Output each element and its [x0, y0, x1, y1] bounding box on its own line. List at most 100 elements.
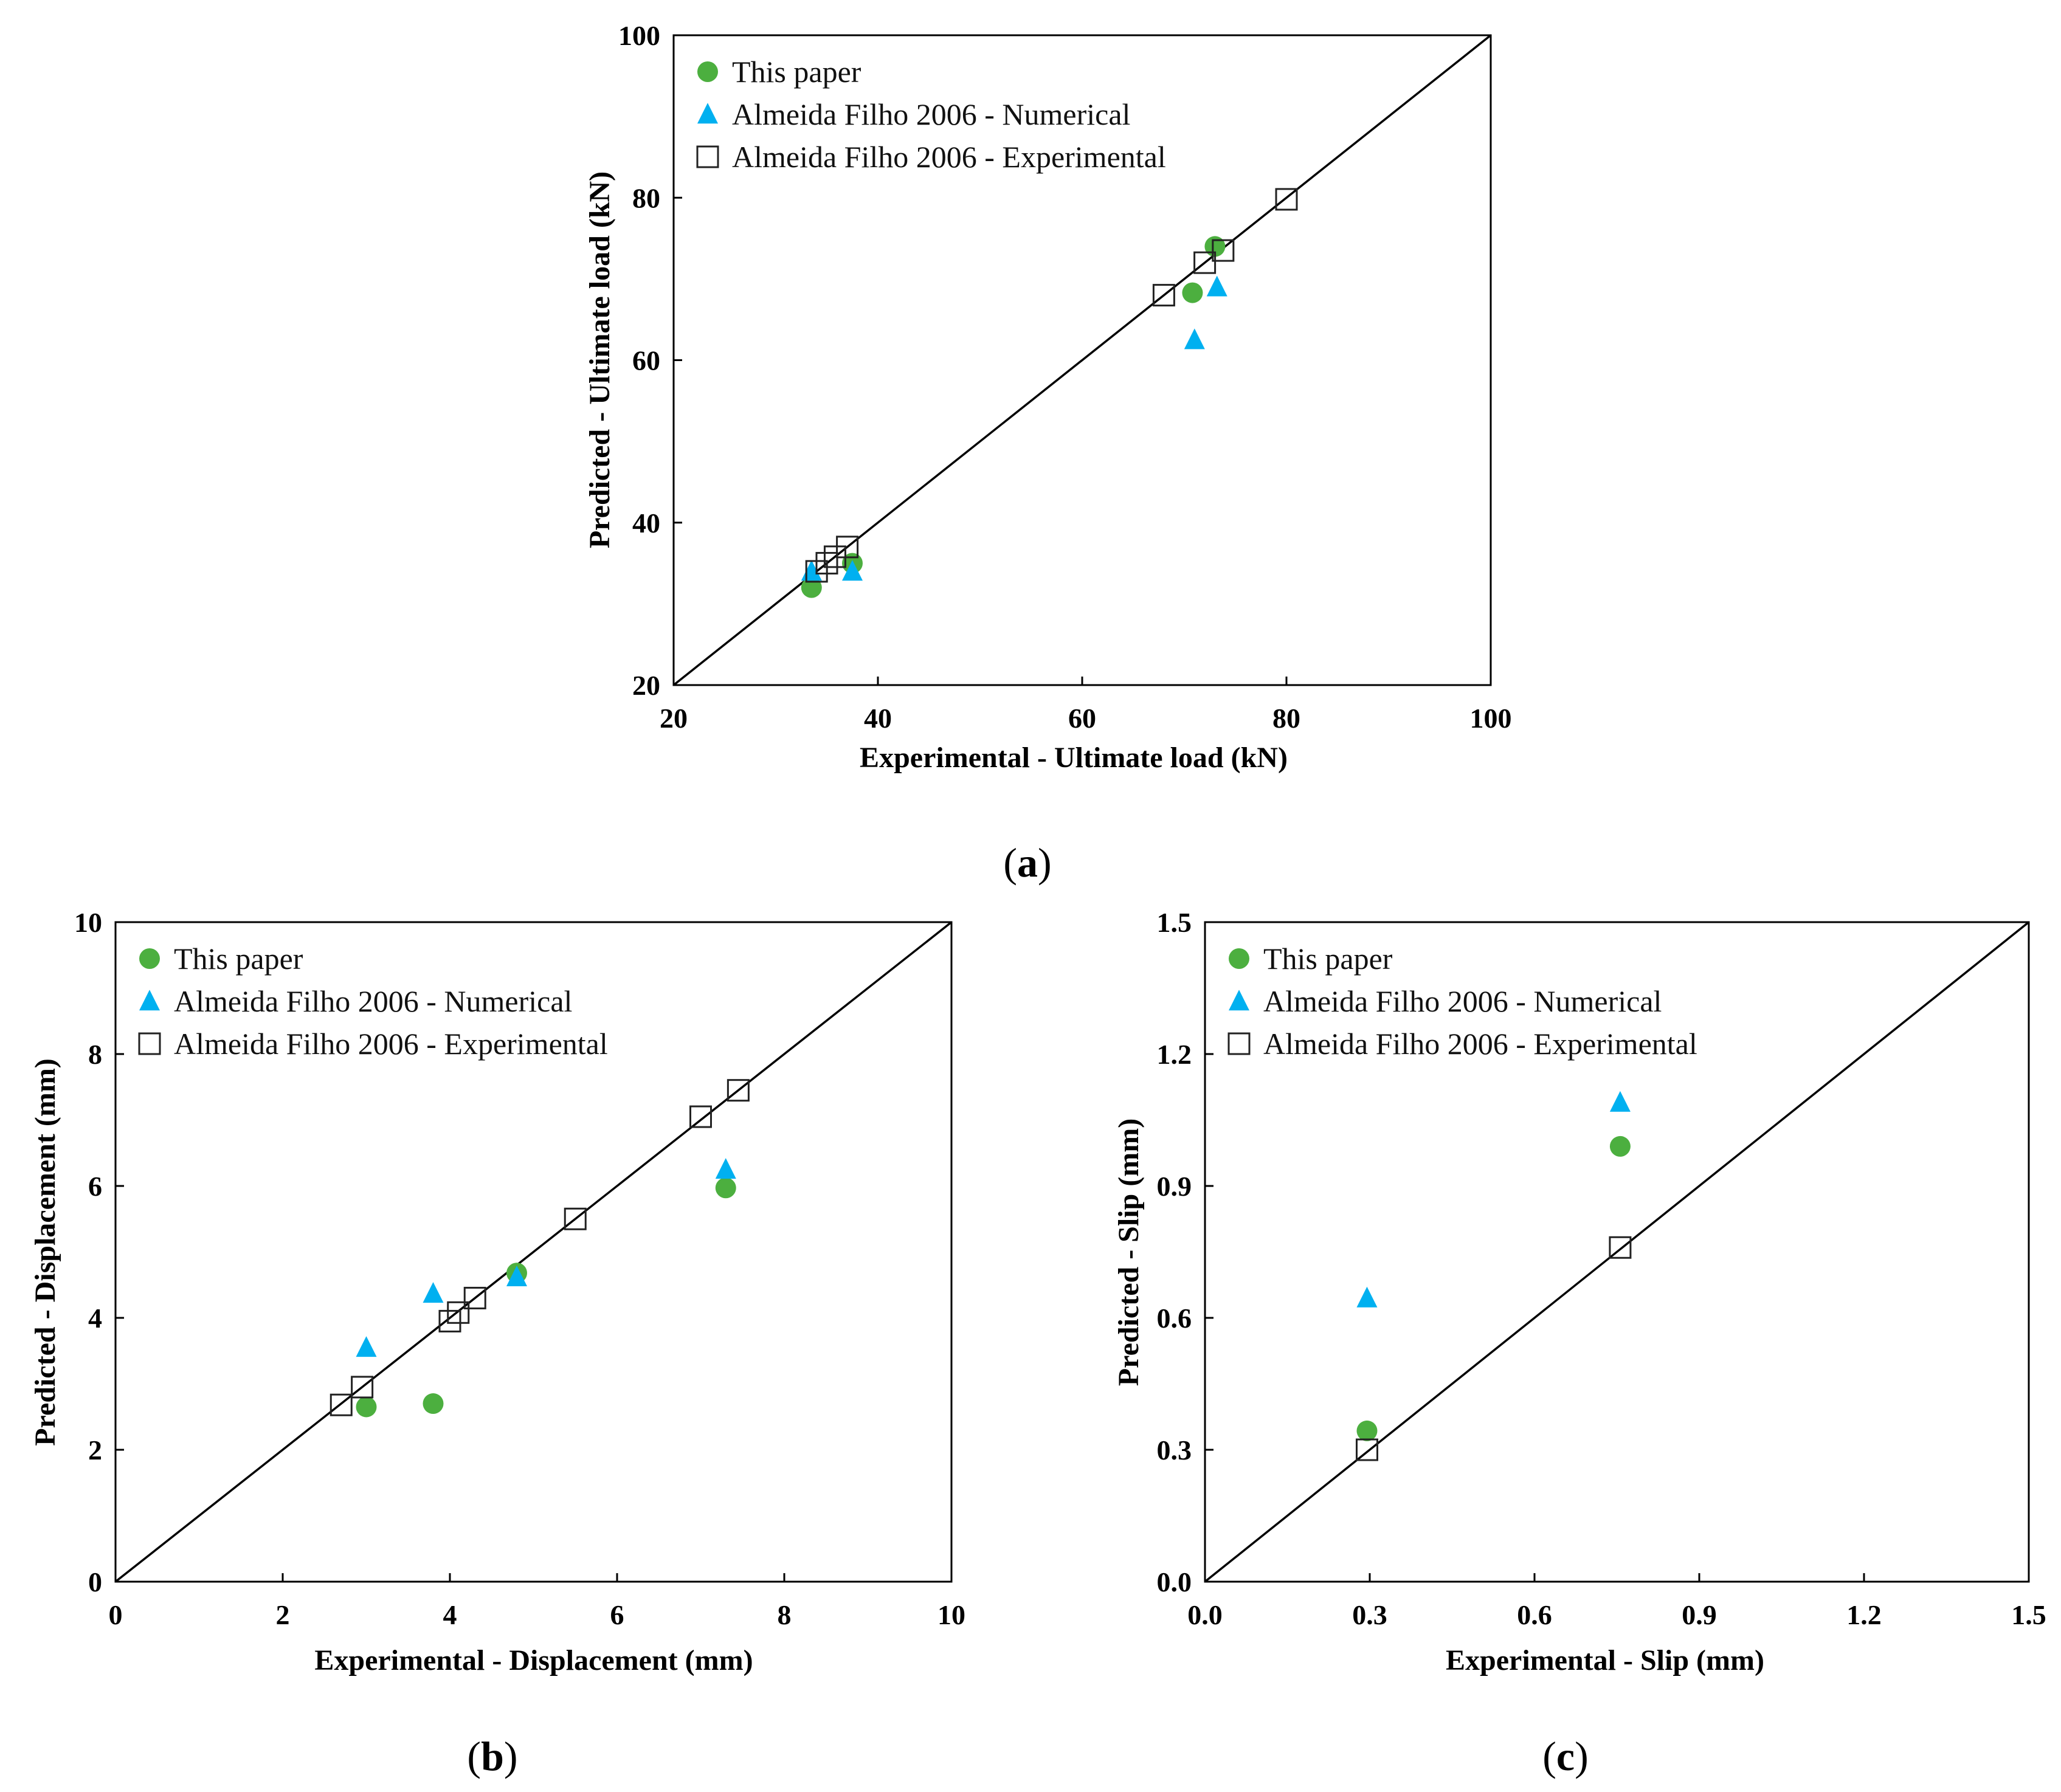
- x-tick-label: 40: [864, 703, 892, 734]
- series-triangle: [1356, 1091, 1631, 1308]
- x-tick-label: 0.6: [1517, 1599, 1552, 1630]
- data-point-circle: [1609, 1136, 1631, 1157]
- data-point-circle: [356, 1396, 377, 1418]
- legend-marker-triangle: [697, 103, 718, 124]
- data-point-square: [1355, 1438, 1378, 1461]
- series-square: [330, 1079, 750, 1416]
- y-tick-label: 100: [618, 20, 660, 51]
- x-tick-label: 20: [660, 703, 688, 734]
- data-point-square: [351, 1376, 374, 1399]
- y-tick-label: 80: [632, 182, 660, 213]
- legend-label: Almeida Filho 2006 - Experimental: [174, 1027, 608, 1061]
- series-triangle: [356, 1158, 736, 1357]
- data-point-square: [836, 536, 859, 559]
- data-point-triangle: [715, 1158, 736, 1179]
- plot-frame: [1204, 921, 2030, 1583]
- y-tick-label: 0.9: [1157, 1171, 1192, 1202]
- y-tick-label: 0.6: [1157, 1303, 1192, 1334]
- y-tick-label: 1.2: [1157, 1039, 1192, 1070]
- series-square: [805, 188, 1298, 583]
- y-tick-label: 20: [632, 670, 660, 701]
- y-axis-label: Predicted - Slip (mm): [1113, 1118, 1145, 1386]
- y-tick-label: 0.0: [1157, 1566, 1192, 1597]
- y-tick-label: 10: [74, 907, 102, 938]
- x-axis-label: Experimental - Ultimate load (kN): [860, 742, 1288, 774]
- data-point-square: [463, 1286, 486, 1309]
- legend-marker-circle: [1229, 948, 1249, 969]
- data-point-circle: [1182, 282, 1203, 303]
- data-point-circle: [1356, 1420, 1378, 1441]
- data-point-square: [438, 1309, 461, 1332]
- y-tick-label: 8: [88, 1039, 102, 1070]
- y-tick-label: 0: [88, 1566, 102, 1597]
- x-tick-label: 80: [1272, 703, 1300, 734]
- y-tick-label: 1.5: [1157, 907, 1192, 938]
- y-tick-label: 60: [632, 345, 660, 376]
- data-point-square: [1212, 239, 1235, 262]
- panel-letter: c: [1556, 1733, 1575, 1779]
- x-tick-label: 100: [1470, 703, 1512, 734]
- legend-label: Almeida Filho 2006 - Numerical: [1263, 984, 1662, 1018]
- data-point-circle: [715, 1177, 736, 1199]
- reference-line: [672, 34, 1492, 686]
- legend-marker-circle: [139, 948, 160, 969]
- x-tick-label: 1.2: [1846, 1599, 1882, 1630]
- plot-frame: [114, 921, 953, 1583]
- chart-b: 0 2 4 6 8 10 0 2 4 6 8 10 Experimental - Displacemen…: [29, 907, 965, 1779]
- x-tick-label: 0: [109, 1599, 123, 1630]
- data-point-square: [815, 552, 838, 575]
- legend-label: This paper: [1263, 942, 1393, 976]
- legend: This paper Almeida Filho 2006 - Numerical…: [1227, 942, 1697, 1061]
- data-point-triangle: [506, 1266, 527, 1287]
- y-axis-label: Predicted - Ultimate load (kN): [584, 171, 616, 548]
- y-tick-label: 2: [88, 1435, 102, 1466]
- legend-marker-circle: [697, 61, 718, 82]
- series-circle: [356, 1177, 736, 1418]
- data-point-circle: [423, 1393, 444, 1415]
- legend-label: Almeida Filho 2006 - Experimental: [732, 140, 1166, 174]
- legend-label: Almeida Filho 2006 - Numerical: [732, 97, 1130, 131]
- y-tick-label: 4: [88, 1303, 102, 1334]
- x-tick-label: 1.5: [2011, 1599, 2046, 1630]
- x-tick-label: 10: [937, 1599, 965, 1630]
- y-axis-label: Predicted - Displacement (mm): [29, 1058, 61, 1446]
- data-point-square: [1152, 284, 1175, 307]
- data-point-square: [689, 1105, 712, 1128]
- series-square: [1355, 1236, 1632, 1461]
- y-tick-label: 6: [88, 1171, 102, 1202]
- panel-label: (b): [467, 1733, 517, 1779]
- x-tick-label: 0.0: [1187, 1599, 1223, 1630]
- panel-label: (a): [1003, 839, 1051, 886]
- data-point-triangle: [1184, 328, 1205, 350]
- x-axis-label: Experimental - Displacement (mm): [314, 1644, 753, 1677]
- data-point-triangle: [842, 560, 863, 581]
- data-point-square: [1275, 188, 1298, 211]
- legend-label: This paper: [732, 55, 861, 89]
- legend-marker-square: [1227, 1032, 1251, 1055]
- data-point-square: [330, 1393, 353, 1416]
- data-point-triangle: [423, 1282, 444, 1303]
- series-circle: [1356, 1136, 1631, 1441]
- series-triangle: [801, 275, 1227, 581]
- x-tick-label: 0.9: [1682, 1599, 1717, 1630]
- legend-label: This paper: [174, 942, 303, 976]
- panel-label: (c): [1542, 1733, 1589, 1779]
- data-point-square: [1609, 1236, 1632, 1259]
- legend-marker-triangle: [139, 990, 160, 1011]
- legend-marker-square: [696, 145, 719, 168]
- series-circle: [801, 236, 1226, 598]
- chart-c: 0.0 0.3 0.6 0.9 1.2 1.5 0.0 0.3 0.6 0.9 1.2 1.5 Expe…: [1113, 907, 2046, 1779]
- y-tick-label: 0.3: [1157, 1435, 1192, 1466]
- panel-letter: a: [1017, 839, 1038, 886]
- data-point-triangle: [1356, 1286, 1378, 1308]
- chart-a: 20 40 60 80 100 20 40 60 80 100 Experimental - Ult…: [584, 20, 1512, 886]
- x-axis-label: Experimental - Slip (mm): [1446, 1644, 1764, 1677]
- data-point-square: [727, 1079, 750, 1102]
- x-tick-label: 60: [1068, 703, 1096, 734]
- data-point-square: [447, 1301, 470, 1324]
- legend-marker-triangle: [1229, 990, 1249, 1011]
- y-tick-label: 40: [632, 508, 660, 539]
- data-point-triangle: [356, 1336, 377, 1357]
- legend: This paper Almeida Filho 2006 - Numerical…: [696, 55, 1166, 174]
